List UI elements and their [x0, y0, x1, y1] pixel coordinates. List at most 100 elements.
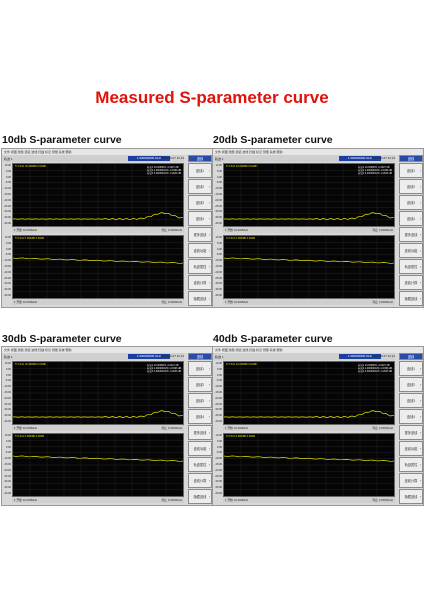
menu-bar[interactable]: 文件 视图 激励 通道 迹线 扫描 标记 测量 系统 帮助 — [2, 347, 212, 353]
s11-plot[interactable]: Tr2 S11 5.000dB/ 0.00dB — [223, 433, 395, 497]
menu-bar[interactable]: 文件 视图 激励 通道 迹线 扫描 标记 测量 系统 帮助 — [2, 149, 212, 155]
softkey-button[interactable]: 迹线功能 › — [399, 441, 423, 456]
grid — [13, 236, 183, 298]
softkey-button[interactable]: 迹线4 › — [399, 211, 423, 226]
softkey-button[interactable]: 迹线1 › — [399, 361, 423, 376]
softkey-button[interactable]: 迹线计算 › — [399, 275, 423, 290]
chevron-right-icon: › — [419, 495, 421, 499]
softkey-button[interactable]: 更多迹线 › — [399, 425, 423, 440]
y-tick-label: -15.00 — [214, 192, 222, 196]
frequency-input[interactable]: 1.000000000 GHz — [128, 156, 170, 161]
softkey-button[interactable]: 迹线4 › — [188, 211, 212, 226]
softkey-button[interactable]: 迹线3 › — [399, 393, 423, 408]
softkey-button[interactable]: 迹线1 › — [188, 361, 212, 376]
y-axis-bottom: 10.00 5.00 0.00 -5.00 -10.00 -15.00 -20.00 -25.… — [213, 433, 223, 497]
softkey-label: 更多迹线 — [404, 233, 418, 237]
trace-select[interactable]: 轨迹 1 — [4, 355, 13, 359]
start-frequency: 1 开始 10.000MHz — [225, 300, 249, 304]
chevron-right-icon: › — [208, 297, 210, 301]
trace-select[interactable]: 轨迹 1 — [215, 355, 224, 359]
softkey-button[interactable]: 迹线2 › — [188, 377, 212, 392]
softkey-button[interactable]: 迹线4 › — [399, 409, 423, 424]
frequency-input[interactable]: 1.000000000 GHz — [339, 156, 381, 161]
softkey-button[interactable]: 迹线2 › — [399, 179, 423, 194]
stop-frequency: 停止 3.0000GHz — [372, 228, 393, 232]
s11-plot[interactable]: Tr2 S11 5.000dB/ 0.00dB — [223, 235, 395, 299]
s21-plot[interactable]: Tr1 S21 10.000dB/ 0.00dB 标记1 10.000MHz -… — [223, 361, 395, 425]
softkey-button[interactable]: 迹线功能 › — [399, 243, 423, 258]
softkey-label: 迹线功能 — [193, 447, 207, 451]
softkey-button[interactable]: 轨迹属性 › — [188, 259, 212, 274]
y-tick-label: -30.00 — [3, 480, 11, 484]
y-tick-label: -10.00 — [3, 385, 11, 389]
menu-bar[interactable]: 文件 视图 激励 通道 迹线 扫描 标记 测量 系统 帮助 — [213, 149, 423, 155]
softkey-button[interactable]: 更多迹线 › — [188, 425, 212, 440]
chevron-right-icon: › — [208, 479, 210, 483]
y-tick-label: 0.00 — [216, 175, 222, 179]
trace-select[interactable]: 轨迹 1 — [215, 157, 224, 161]
softkey-label: 迹线4 — [195, 217, 205, 221]
trace-select[interactable]: 轨迹 1 — [4, 157, 13, 161]
chevron-right-icon: › — [419, 217, 421, 221]
s11-plot[interactable]: Tr2 S11 5.000dB/ 0.00dB — [12, 433, 184, 497]
softkey-button[interactable]: 迹线4 › — [188, 409, 212, 424]
softkey-button[interactable]: 迹线3 › — [188, 195, 212, 210]
softkey-button[interactable]: 迹线1 › — [188, 163, 212, 178]
y-tick-label: -20.00 — [214, 396, 222, 400]
softkey-label: 迹线计算 — [193, 281, 207, 285]
y-tick-label: -5.00 — [216, 253, 222, 257]
y-tick-label: -15.00 — [3, 192, 11, 196]
chevron-right-icon: › — [208, 415, 210, 419]
softkey-button[interactable]: 迹线功能 › — [188, 441, 212, 456]
panel-title-20db: 20db S-parameter curve — [213, 134, 333, 146]
frequency-input[interactable]: 1.000000000 GHz — [128, 354, 170, 359]
softkey-button[interactable]: 迹线计算 › — [399, 473, 423, 488]
softkey-button[interactable]: 隐藏迹线 › — [188, 489, 212, 504]
softkey-button[interactable]: 更多迹线 › — [188, 227, 212, 242]
softkey-button[interactable]: 迹线计算 › — [188, 275, 212, 290]
toolbar: 轨迹 1 1.000000000 GHz 2021-10-27 11:14 — [2, 155, 184, 162]
status-line: 1 开始 10.000MHz 停止 3.0000GHz — [12, 227, 184, 233]
softkey-button[interactable]: 更多迹线 › — [399, 227, 423, 242]
softkey-label: 迹线2 — [406, 383, 416, 387]
start-frequency: 1 开始 10.000MHz — [225, 426, 249, 430]
y-tick-label: -20.00 — [214, 468, 222, 472]
y-tick-label: -10.00 — [3, 457, 11, 461]
y-tick-label: -35.00 — [3, 216, 11, 220]
s21-plot[interactable]: Tr1 S21 10.000dB/ 0.00dB 标记1 10.000MHz -… — [12, 163, 184, 227]
softkey-button[interactable]: 轨迹属性 › — [399, 259, 423, 274]
softkey-button[interactable]: 隐藏迹线 › — [399, 489, 423, 504]
y-tick-label: -5.00 — [5, 451, 11, 455]
y-tick-label: -5.00 — [216, 451, 222, 455]
softkey-button[interactable]: 迹线功能 › — [188, 243, 212, 258]
softkey-button[interactable]: 轨迹属性 › — [188, 457, 212, 472]
softkey-label: 隐藏迹线 — [404, 495, 418, 499]
y-axis-bottom: 10.00 5.00 0.00 -5.00 -10.00 -15.00 -20.00 -25.… — [2, 433, 12, 497]
softkey-button[interactable]: 迹线2 › — [188, 179, 212, 194]
softkey-button[interactable]: 迹线3 › — [188, 393, 212, 408]
chevron-right-icon: › — [419, 463, 421, 467]
softkey-button[interactable]: 迹线2 › — [399, 377, 423, 392]
main-title: Measured S-parameter curve — [95, 88, 329, 107]
panel-title-40db: 40db S-parameter curve — [213, 333, 333, 345]
softkey-label: 迹线计算 — [193, 479, 207, 483]
softkey-label: 迹线4 — [406, 217, 416, 221]
softkey-button[interactable]: 隐藏迹线 › — [188, 291, 212, 306]
y-axis-top: 10.00 5.00 0.00 -5.00 -10.00 -15.00 -20.00 -25.… — [2, 361, 12, 425]
softkey-button[interactable]: 迹线1 › — [399, 163, 423, 178]
softkey-button[interactable]: 隐藏迹线 › — [399, 291, 423, 306]
grid — [13, 164, 183, 226]
chevron-right-icon: › — [419, 415, 421, 419]
s21-plot[interactable]: Tr1 S21 10.000dB/ 0.00dB 标记1 10.000MHz -… — [223, 163, 395, 227]
frequency-input[interactable]: 1.000000000 GHz — [339, 354, 381, 359]
menu-bar[interactable]: 文件 视图 激励 通道 迹线 扫描 标记 测量 系统 帮助 — [213, 347, 423, 353]
marker-readout: 标记2 1.000000GHz -0.1596 dB — [147, 367, 181, 370]
s21-plot[interactable]: Tr1 S21 10.000dB/ 0.00dB 标记1 10.000MHz -… — [12, 361, 184, 425]
softkey-button[interactable]: 轨迹属性 › — [399, 457, 423, 472]
y-tick-label: -35.00 — [3, 288, 11, 292]
y-tick-label: 10.00 — [215, 362, 223, 365]
softkey-button[interactable]: 迹线计算 › — [188, 473, 212, 488]
y-axis-bottom: 10.00 5.00 0.00 -5.00 -10.00 -15.00 -20.00 -25.… — [213, 235, 223, 299]
s11-plot[interactable]: Tr2 S11 5.000dB/ 0.00dB — [12, 235, 184, 299]
softkey-button[interactable]: 迹线3 › — [399, 195, 423, 210]
